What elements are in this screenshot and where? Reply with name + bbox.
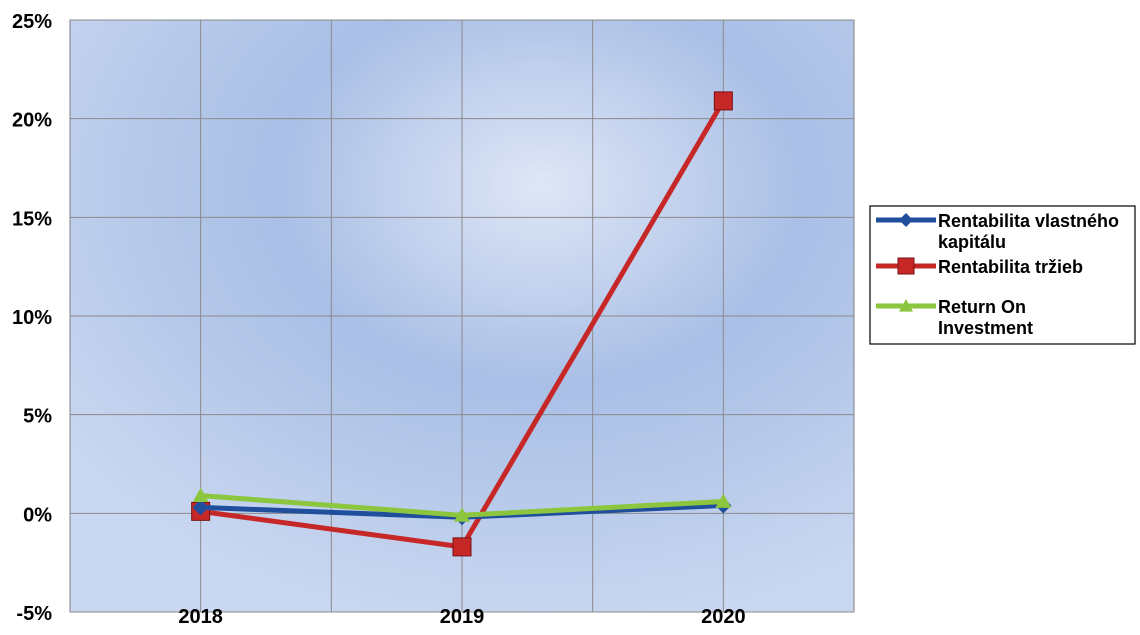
data-point — [715, 493, 732, 508]
legend-swatch-marker — [899, 213, 913, 227]
legend-label: Rentabilita vlastného — [938, 211, 1119, 231]
y-tick-label: -5% — [16, 603, 52, 625]
y-tick-label: 25% — [12, 11, 52, 33]
data-point — [192, 499, 209, 516]
x-tick-label: 2020 — [701, 606, 746, 628]
x-tick-label: 2018 — [178, 606, 223, 628]
legend-label: kapitálu — [938, 232, 1006, 252]
y-tick-label: 10% — [12, 307, 52, 329]
y-tick-label: 5% — [23, 406, 52, 428]
y-tick-label: 15% — [12, 208, 52, 230]
y-tick-label: 0% — [23, 504, 52, 526]
data-point — [192, 487, 209, 502]
legend-box — [869, 205, 1136, 345]
x-tick-label: 2019 — [440, 606, 485, 628]
legend-swatch-marker — [897, 257, 915, 275]
legend-swatch-marker — [899, 299, 913, 312]
legend-label: Rentabilita tržieb — [938, 257, 1083, 277]
data-point — [713, 91, 733, 111]
series-lines — [191, 91, 733, 557]
data-point — [452, 537, 472, 557]
legend-label: Investment — [938, 318, 1033, 338]
y-tick-label: 20% — [12, 110, 52, 132]
data-point — [454, 507, 470, 522]
axis-labels: 25% 20% 15% 10% 5% 0% -5% 2018 2019 2020 — [12, 11, 746, 628]
legend-label: Return On — [938, 297, 1026, 317]
